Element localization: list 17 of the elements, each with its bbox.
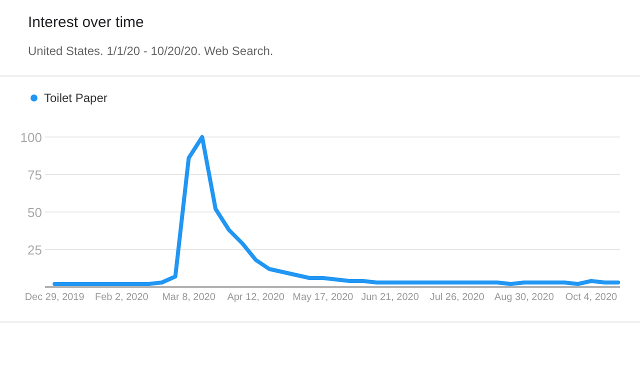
chart-subtitle: United States. 1/1/20 - 10/20/20. Web Search. [28, 44, 274, 58]
x-tick-label: Dec 29, 2019 [24, 292, 85, 303]
y-tick-label: 25 [28, 242, 42, 258]
y-tick-label: 50 [28, 205, 42, 220]
x-tick-label: May 17, 2020 [292, 292, 354, 303]
x-tick-label: Mar 8, 2020 [162, 292, 216, 303]
line-series [52, 135, 620, 286]
x-tick-label: Apr 12, 2020 [227, 292, 285, 303]
x-tick-label: Feb 2, 2020 [94, 292, 149, 303]
y-tick-label: 75 [28, 168, 42, 182]
x-tick-label: Jun 21, 2020 [361, 292, 420, 303]
legend-label: Toilet Paper [44, 91, 108, 105]
x-tick-label: Jul 26, 2020 [430, 292, 485, 303]
chart-title: Interest over time [28, 14, 144, 31]
x-tick-label: Oct 4, 2020 [565, 292, 618, 303]
y-tick-label: 100 [20, 130, 42, 145]
x-tick-label: Aug 30, 2020 [494, 292, 554, 303]
